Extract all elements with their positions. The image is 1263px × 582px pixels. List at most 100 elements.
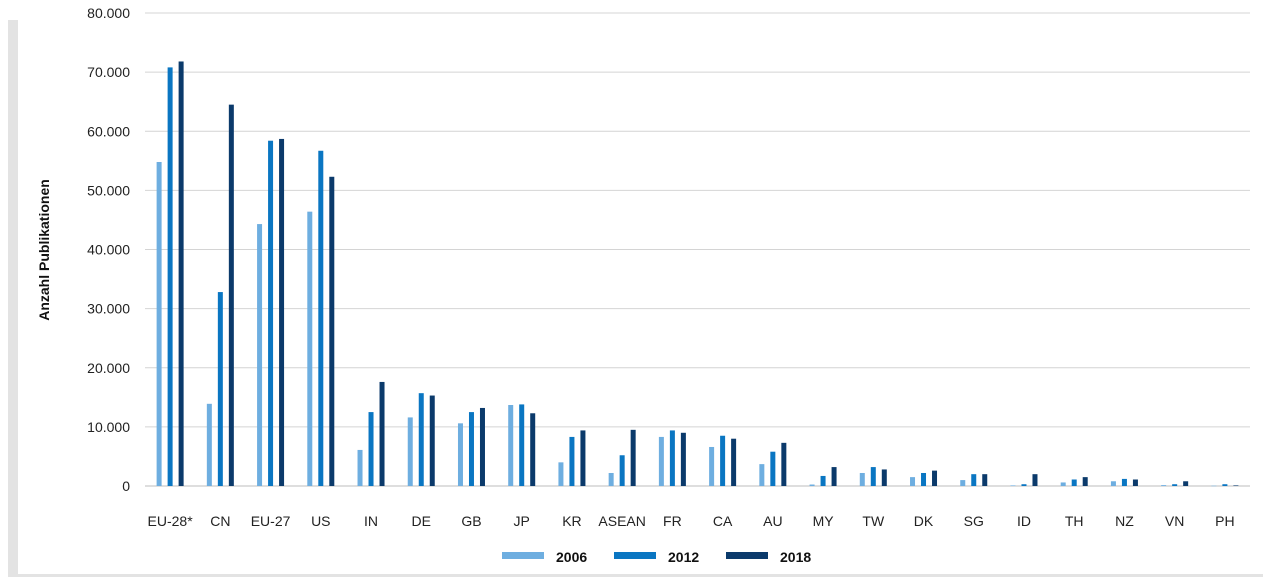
bar-2006-eu27 [257, 224, 263, 487]
bar-2006-fr [658, 436, 664, 486]
frame-bottom-border [8, 574, 1263, 577]
x-tick-label: US [311, 513, 330, 529]
bar-2012-sg [971, 474, 977, 486]
bar-2018-de [429, 395, 435, 486]
bar-2006-nz [1110, 481, 1116, 486]
bar-2018-sg [982, 474, 988, 486]
bar-2012-gb [468, 412, 474, 486]
bar-2018-fr [680, 432, 686, 486]
x-tick-label: PH [1215, 513, 1234, 529]
x-tick-label: EU-27 [251, 513, 291, 529]
bar-2018-cn [228, 104, 234, 487]
x-tick-label: VN [1165, 513, 1184, 529]
bar-2006-vn [1161, 485, 1167, 486]
bar-2018-eu27 [279, 138, 285, 486]
frame-left-border [8, 20, 18, 577]
bar-2018-vn [1183, 481, 1189, 486]
bar-2012-th [1071, 479, 1077, 486]
x-tick-label: DK [914, 513, 934, 529]
bar-2006-us [307, 211, 313, 486]
y-tick-label: 40.000 [87, 242, 130, 258]
bar-2018-gb [479, 407, 485, 486]
bar-2006-eu28 [156, 161, 162, 486]
x-tick-label: IN [364, 513, 378, 529]
bar-2018-nz [1132, 479, 1138, 486]
x-tick-label: ASEAN [598, 513, 645, 529]
y-axis-label: Anzahl Publikationen [36, 179, 52, 321]
bar-2012-my [820, 475, 826, 486]
y-tick-label: 60.000 [87, 123, 130, 139]
bar-2006-th [1060, 482, 1066, 486]
bar-2012-fr [669, 430, 675, 486]
y-tick-label: 10.000 [87, 419, 130, 435]
bar-2012-au [770, 451, 776, 486]
x-tick-label: TW [862, 513, 885, 529]
x-tick-label: MY [813, 513, 835, 529]
x-tick-label: CN [210, 513, 230, 529]
bar-2018-id [1032, 474, 1038, 486]
legend-label-2006: 2006 [556, 549, 587, 565]
x-tick-label: DE [412, 513, 431, 529]
x-tick-label: SG [964, 513, 984, 529]
bar-2018-eu28 [178, 61, 184, 487]
bar-2012-us [318, 150, 324, 487]
x-tick-label: NZ [1115, 513, 1134, 529]
legend-swatch-2018 [726, 552, 768, 559]
bar-2006-jp [508, 404, 514, 486]
bar-2012-vn [1172, 484, 1178, 486]
legend-label-2012: 2012 [668, 549, 699, 565]
bar-2018-us [329, 176, 335, 486]
x-axis-ticks: EU-28* CN EU-27 US IN DE GB JP KR ASEAN FR CA AU MY TW… [148, 513, 1235, 529]
bar-2006-sg [960, 480, 966, 486]
bar-2006-my [809, 484, 815, 486]
x-tick-label: TH [1065, 513, 1084, 529]
bar-2006-id [1010, 485, 1016, 486]
legend-label-2018: 2018 [780, 549, 811, 565]
bar-2006-cn [206, 403, 212, 486]
bar-2018-jp [530, 413, 536, 486]
bar-2012-in [368, 412, 374, 486]
bar-2012-asean [619, 455, 625, 486]
bar-2018-dk [932, 470, 938, 486]
y-axis-ticks: 0 10.000 20.000 30.000 40.000 50.000 60.000 70.… [87, 5, 130, 494]
bar-2018-in [379, 381, 385, 486]
bar-2012-ca [720, 435, 726, 486]
bar-2018-au [781, 442, 787, 486]
bar-2018-ph [1233, 485, 1239, 486]
legend-swatch-2006 [502, 552, 544, 559]
y-tick-label: 80.000 [87, 5, 130, 21]
bar-2018-asean [630, 429, 636, 486]
x-tick-label: KR [562, 513, 581, 529]
legend: 2006 2012 2018 [502, 549, 811, 565]
x-tick-label: ID [1017, 513, 1031, 529]
bar-2006-tw [859, 472, 865, 486]
bar-2006-ca [709, 446, 715, 486]
bar-2018-my [831, 467, 837, 486]
x-tick-label: GB [461, 513, 481, 529]
x-tick-label: AU [763, 513, 782, 529]
bar-2012-eu27 [268, 140, 274, 486]
bar-2006-asean [608, 472, 614, 486]
y-tick-label: 70.000 [87, 64, 130, 80]
bar-2006-dk [910, 477, 916, 486]
bar-2018-ca [731, 438, 737, 486]
y-tick-label: 0 [122, 478, 130, 494]
bar-2012-nz [1121, 478, 1127, 486]
bar-2012-id [1021, 484, 1027, 486]
x-tick-label: JP [514, 513, 530, 529]
bar-2006-in [357, 449, 363, 486]
bar-2018-th [1082, 477, 1088, 486]
bar-2006-au [759, 464, 765, 486]
bar-2006-de [407, 417, 413, 486]
bar-2012-eu28 [167, 67, 173, 487]
bar-2006-kr [558, 462, 564, 486]
bar-2006-ph [1211, 485, 1217, 487]
x-tick-label: EU-28* [148, 513, 194, 529]
y-tick-label: 30.000 [87, 301, 130, 317]
bar-2006-gb [457, 423, 463, 486]
bar-2012-dk [921, 472, 927, 486]
y-tick-label: 50.000 [87, 182, 130, 198]
bar-2012-cn [217, 292, 223, 486]
